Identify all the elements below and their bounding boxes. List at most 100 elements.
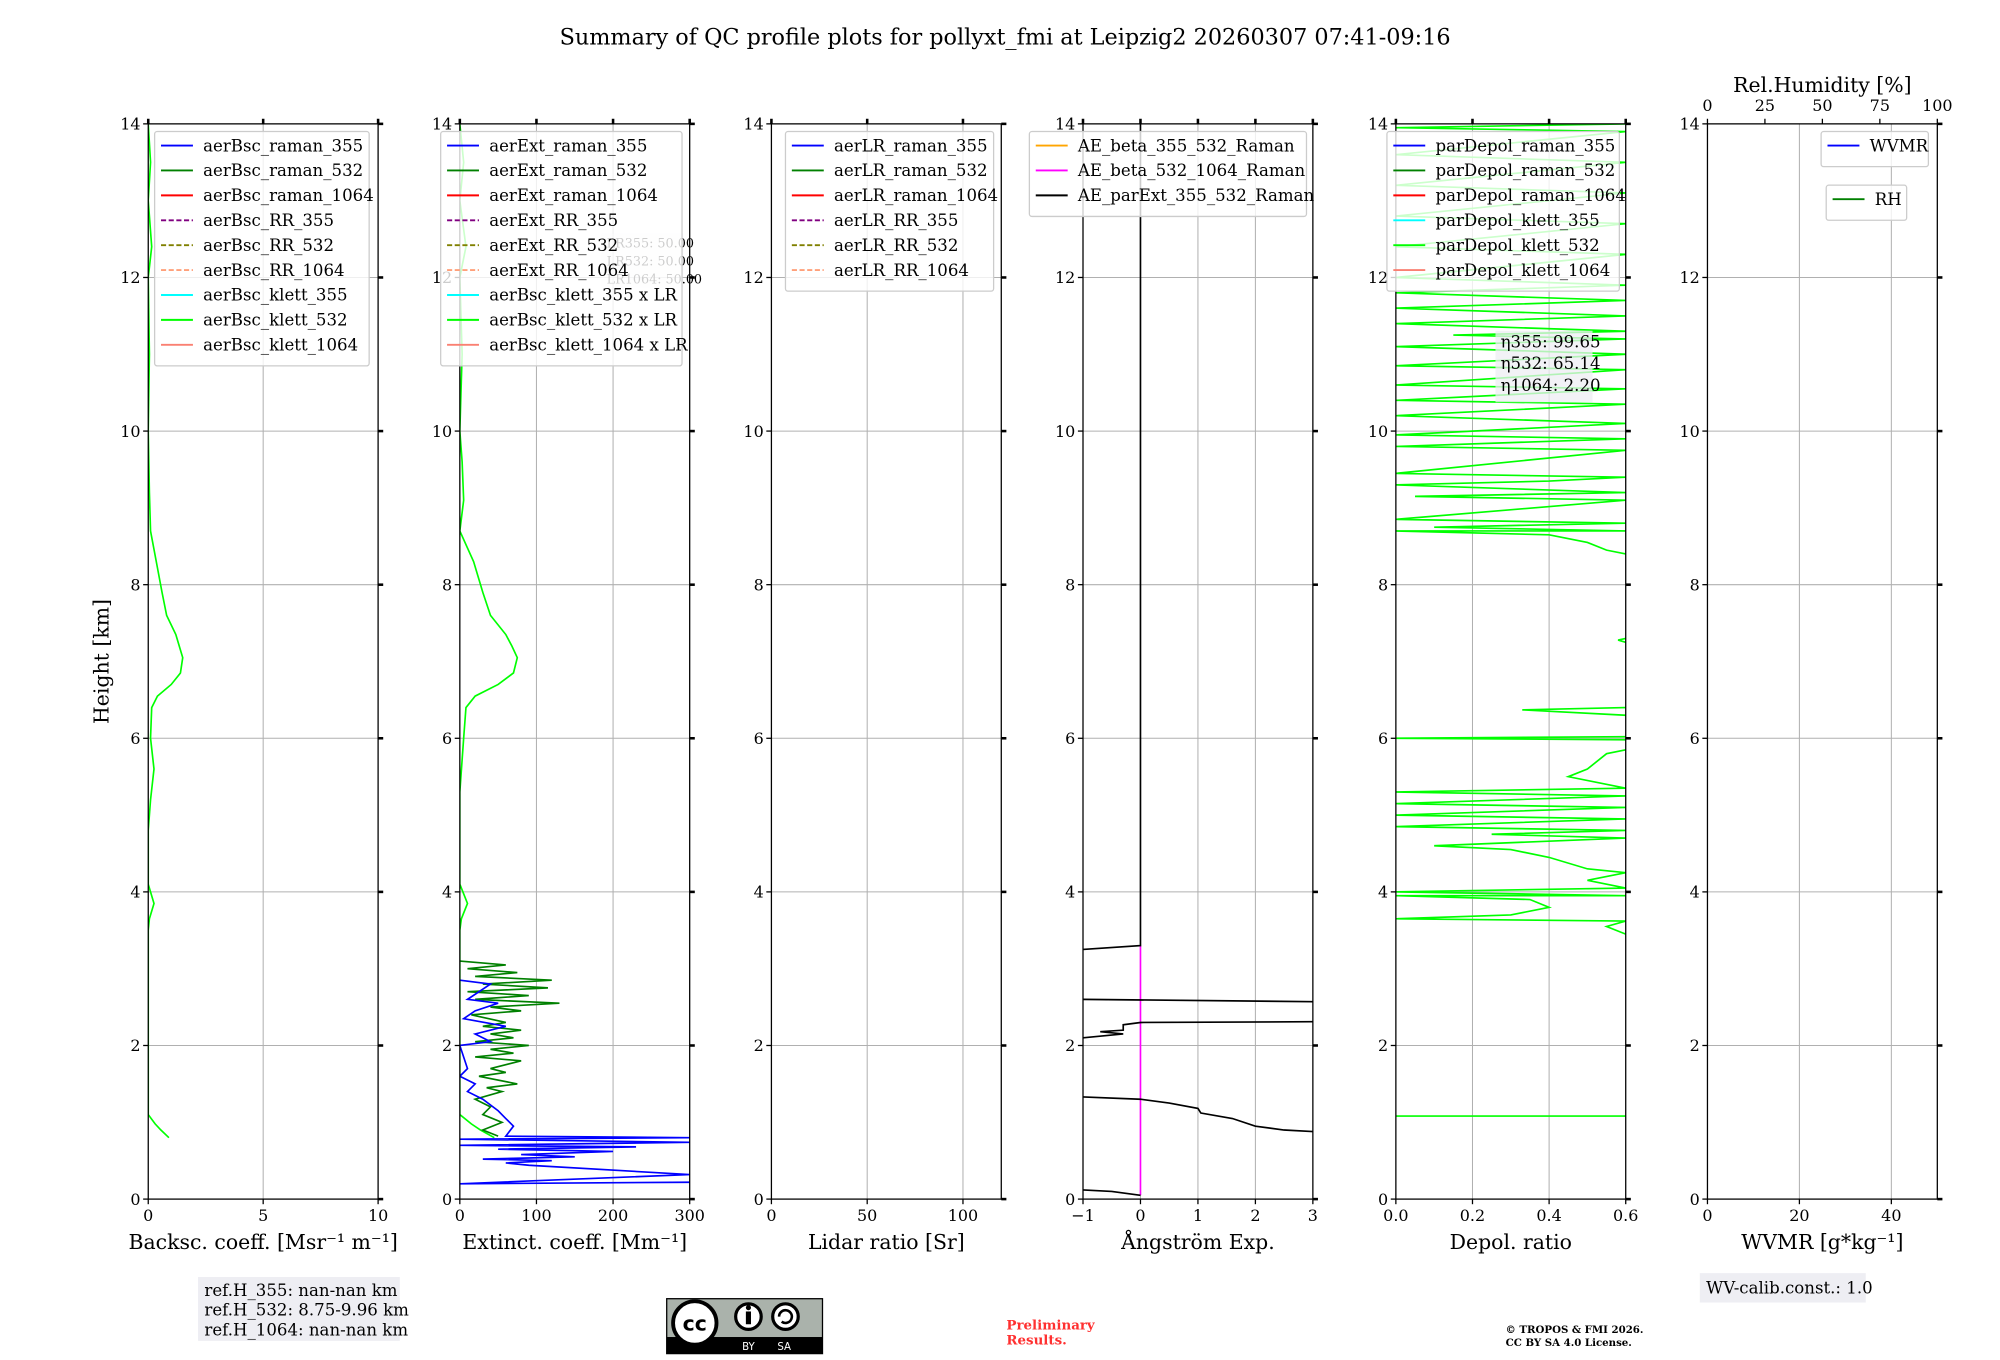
y-tick-label: 4 bbox=[1690, 883, 1700, 902]
copyright-line1: © TROPOS & FMI 2026. bbox=[1506, 1324, 1644, 1336]
annotation-text: η532: 65.14 bbox=[1501, 354, 1601, 373]
legend-label: RH bbox=[1875, 190, 1902, 209]
y-tick-label: 10 bbox=[743, 422, 763, 441]
y-tick-label: 10 bbox=[432, 422, 452, 441]
y-tick-label: 12 bbox=[1679, 268, 1699, 287]
series-parDepol-klett-532 bbox=[1395, 749, 1626, 935]
y-tick-label: 8 bbox=[1065, 575, 1075, 594]
refh-355: ref.H_355: nan-nan km bbox=[204, 1281, 397, 1300]
reference-height-box: ref.H_355: nan-nan km ref.H_532: 8.75-9.… bbox=[198, 1276, 409, 1341]
x-axis-label: Depol. ratio bbox=[1450, 1230, 1572, 1254]
cc-icon: cc bbox=[683, 1312, 707, 1336]
legend: aerExt_raman_355 aerExt_raman_532 aerExt_r… bbox=[440, 130, 688, 367]
legend-label: AE_parExt_355_532_Raman bbox=[1077, 186, 1315, 205]
legend: parDepol_raman_355 parDepol_raman_532 parD… bbox=[1386, 130, 1626, 292]
series-parDepol-klett-532 bbox=[1395, 735, 1626, 741]
series-aerExt-raman-355 bbox=[459, 979, 690, 1185]
legend-label: aerBsc_klett_355 x LR bbox=[489, 286, 677, 305]
x-tick-label: 20 bbox=[1789, 1206, 1809, 1225]
series-aerExt-raman-532 bbox=[459, 960, 560, 1137]
preliminary-line1: Preliminary bbox=[1006, 1317, 1096, 1333]
panel-1: 0 2 4 6 8 10 12 14 0 5 10 Backsc. coeff. [Msr⁻¹ m⁻¹… bbox=[120, 115, 398, 1254]
legend-label: aerExt_raman_532 bbox=[489, 161, 647, 180]
x-tick-label: −1 bbox=[1071, 1206, 1095, 1225]
y-tick-label: 14 bbox=[120, 115, 140, 134]
x-tick-label: 0 bbox=[1135, 1206, 1145, 1225]
y-tick-label: 10 bbox=[1368, 422, 1388, 441]
legend-label: aerLR_RR_1064 bbox=[834, 261, 969, 280]
annotation-box bbox=[1495, 330, 1593, 403]
y-tick-label: 2 bbox=[754, 1036, 764, 1055]
copyright-line2: CC BY SA 4.0 License. bbox=[1506, 1337, 1632, 1349]
y-tick-label: 10 bbox=[1055, 422, 1075, 441]
x-tick-label: 0.4 bbox=[1536, 1206, 1561, 1225]
y-tick-label: 0 bbox=[130, 1190, 140, 1209]
series-parDepol-klett-532 bbox=[1522, 706, 1626, 717]
y-tick-label: 6 bbox=[1378, 729, 1388, 748]
legend-label: aerLR_raman_355 bbox=[834, 136, 988, 155]
legend-label: aerExt_raman_355 bbox=[489, 136, 647, 155]
refh-532: ref.H_532: 8.75-9.96 km bbox=[204, 1300, 409, 1319]
series-AE-parExt-355-532-Raman bbox=[1083, 1096, 1313, 1133]
legend-label: aerBsc_klett_1064 x LR bbox=[489, 336, 688, 355]
x-tick-label: 200 bbox=[598, 1206, 628, 1225]
legend-label: aerBsc_klett_532 bbox=[203, 311, 347, 330]
legend-label: aerBsc_RR_1064 bbox=[203, 261, 344, 280]
legend-label: aerBsc_RR_532 bbox=[203, 236, 334, 255]
legend-box bbox=[1820, 130, 1930, 168]
top-x-tick-label: 25 bbox=[1755, 96, 1775, 115]
y-tick-label: 6 bbox=[1065, 729, 1075, 748]
x-tick-label: 0 bbox=[766, 1206, 776, 1225]
y-tick-label: 4 bbox=[754, 883, 764, 902]
x-axis-label: Lidar ratio [Sr] bbox=[808, 1230, 965, 1254]
y-tick-label: 6 bbox=[1690, 729, 1700, 748]
y-tick-label: 4 bbox=[1065, 883, 1075, 902]
legend-label: WVMR bbox=[1870, 136, 1929, 155]
y-tick-label: 12 bbox=[743, 268, 763, 287]
y-tick-label: 10 bbox=[1679, 422, 1699, 441]
y-tick-label: 8 bbox=[1690, 575, 1700, 594]
y-tick-label: 12 bbox=[120, 268, 140, 287]
x-tick-label: 300 bbox=[674, 1206, 704, 1225]
legend-box bbox=[1028, 130, 1308, 218]
sa-icon bbox=[771, 1302, 800, 1331]
y-tick-label: 14 bbox=[432, 115, 452, 134]
legend-box bbox=[1386, 130, 1620, 292]
x-tick-label: 2 bbox=[1250, 1206, 1260, 1225]
y-tick-label: 0 bbox=[1690, 1190, 1700, 1209]
legend-label: parDepol_klett_532 bbox=[1435, 236, 1599, 255]
legend-label: AE_beta_532_1064_Raman bbox=[1077, 161, 1306, 180]
top-axis-label: Rel.Humidity [%] bbox=[1733, 73, 1912, 97]
top-x-tick-label: 50 bbox=[1812, 96, 1832, 115]
legend-label: parDepol_raman_532 bbox=[1435, 161, 1615, 180]
y-tick-label: 14 bbox=[1368, 115, 1388, 134]
y-tick-label: 10 bbox=[120, 422, 140, 441]
x-axis-label: WVMR [g*kg⁻¹] bbox=[1741, 1230, 1903, 1254]
legend-label: aerBsc_raman_355 bbox=[203, 136, 363, 155]
wv-calib-text: WV-calib.const.: 1.0 bbox=[1706, 1279, 1873, 1298]
legend-label: aerLR_raman_532 bbox=[834, 161, 988, 180]
legend: AE_beta_355_532_Raman AE_beta_532_1064_Ra… bbox=[1028, 130, 1315, 218]
axes-frame bbox=[1706, 123, 1938, 1200]
legend-label: aerExt_RR_1064 bbox=[489, 261, 629, 280]
y-tick-label: 14 bbox=[1679, 115, 1699, 134]
legend-label: aerBsc_klett_1064 bbox=[203, 336, 358, 355]
x-tick-label: 0.2 bbox=[1460, 1206, 1485, 1225]
legend: WVMR bbox=[1820, 130, 1930, 168]
x-axis-label: Backsc. coeff. [Msr⁻¹ m⁻¹] bbox=[128, 1230, 397, 1254]
y-tick-label: 4 bbox=[130, 883, 140, 902]
y-axis-label: Height [km] bbox=[90, 599, 114, 724]
legend-label: aerBsc_raman_532 bbox=[203, 161, 363, 180]
panel-2: 024681012140100200300Extinct. coeff. [Mm… bbox=[432, 115, 705, 1254]
legend: RH bbox=[1825, 184, 1908, 221]
x-tick-label: 100 bbox=[521, 1206, 551, 1225]
legend-label: parDepol_klett_1064 bbox=[1435, 261, 1610, 280]
x-tick-label: 10 bbox=[368, 1206, 388, 1225]
figure-title: Summary of QC profile plots for pollyxt_… bbox=[560, 25, 1451, 51]
legend-label: aerLR_raman_1064 bbox=[834, 186, 998, 205]
legend-box bbox=[153, 130, 370, 367]
series-AE-parExt-355-532-Raman bbox=[1083, 1189, 1141, 1197]
series-AE-parExt-355-532-Raman bbox=[1083, 1020, 1313, 1039]
